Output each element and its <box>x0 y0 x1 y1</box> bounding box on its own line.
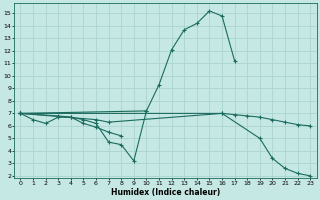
X-axis label: Humidex (Indice chaleur): Humidex (Indice chaleur) <box>111 188 220 197</box>
